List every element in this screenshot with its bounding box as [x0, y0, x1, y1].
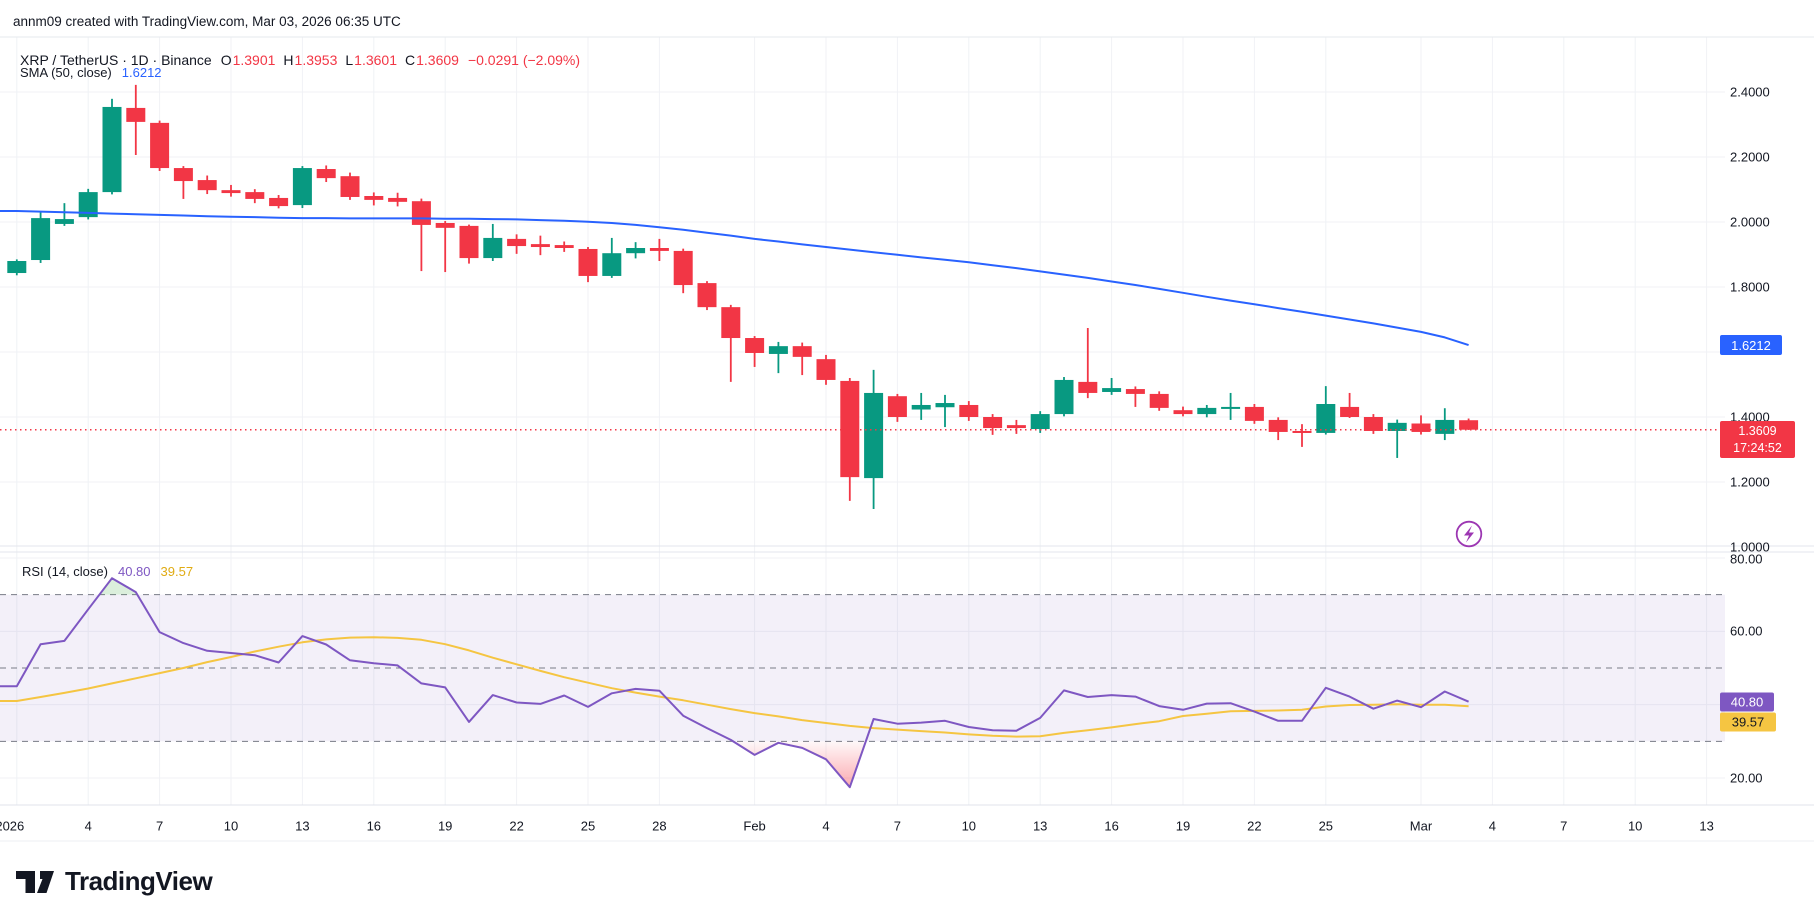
price-axis-label: 2.2000 [1730, 149, 1770, 165]
sma-value: 1.6212 [121, 65, 162, 80]
time-axis-label: 19 [1175, 818, 1191, 834]
time-axis-label: 25 [580, 818, 596, 834]
sma-legend[interactable]: SMA (50, close) 1.6212 [20, 65, 162, 80]
price-axis-label: 1.2000 [1730, 474, 1770, 490]
rsi-ma-value: 39.57 [160, 564, 194, 579]
symbol-title[interactable]: XRP / TetherUS · 1D · Binance [20, 52, 212, 68]
sma-price-badge: 1.6212 [1720, 335, 1782, 355]
rsi-label: RSI (14, close) [22, 564, 108, 579]
ohlc-values: O 1.3901 H 1.3953 L 1.3601 C 1.3609 [221, 52, 459, 68]
price-axis-label: 2.0000 [1730, 214, 1770, 230]
time-axis-label: 10 [1627, 818, 1643, 834]
time-axis-label: 7 [893, 818, 902, 834]
time-axis-label: 4 [822, 818, 830, 834]
low-label: L [345, 52, 354, 68]
time-axis-label: 2026 [0, 818, 25, 834]
time-axis-label: 10 [961, 818, 977, 834]
high-label: H [283, 52, 294, 68]
rsi-axis-label: 20.00 [1730, 770, 1763, 786]
time-axis-label: Mar [1409, 818, 1433, 834]
rsi-axis-label: 80.00 [1730, 551, 1763, 567]
bar-countdown: 17:24:52 [1733, 440, 1782, 455]
price-axis-label: 1.4000 [1730, 409, 1770, 425]
open-value: 1.3901 [232, 52, 276, 68]
time-axis-label: 7 [155, 818, 164, 834]
price-axis-label: 1.0000 [1730, 539, 1770, 555]
time-axis-label: 13 [1699, 818, 1714, 834]
price-axis-label: 1.8000 [1730, 279, 1770, 295]
tradingview-logo[interactable]: TradingView [16, 866, 213, 897]
time-axis-label: 13 [295, 818, 310, 834]
rsi-legend[interactable]: RSI (14, close) 40.80 39.57 [22, 564, 193, 579]
change-value: −0.0291 (−2.09%) [467, 52, 581, 68]
time-axis-label: 10 [223, 818, 239, 834]
price-axis-label: 2.4000 [1730, 84, 1770, 100]
rsi-axis-label: 60.00 [1730, 623, 1763, 639]
time-axis-label: 19 [437, 818, 453, 834]
rsi-value-badge: 40.80 [1720, 692, 1774, 712]
high-value: 1.3953 [294, 52, 338, 68]
rsi-ma-value-badge: 39.57 [1720, 712, 1776, 732]
tradingview-wordmark: TradingView [65, 866, 213, 896]
low-value: 1.3601 [354, 52, 397, 68]
open-label: O [220, 52, 232, 68]
lightning-icon[interactable] [1455, 520, 1483, 548]
time-axis-label: 4 [1488, 818, 1497, 834]
time-axis-label: 22 [509, 818, 524, 834]
time-axis-label: 4 [84, 818, 92, 834]
last-price-badge: 1.3609 17:24:52 [1720, 421, 1795, 458]
time-axis-label: 22 [1247, 818, 1262, 834]
last-price-value: 1.3609 [1738, 423, 1777, 438]
time-axis-label: 28 [652, 818, 667, 834]
close-value: 1.3609 [416, 52, 459, 68]
tradingview-logo-icon [16, 870, 54, 893]
time-axis-label: Feb [743, 818, 766, 834]
time-axis-label: 16 [1104, 818, 1119, 834]
close-label: C [404, 52, 416, 68]
time-axis-label: 13 [1032, 818, 1048, 834]
time-axis-label: 25 [1318, 818, 1334, 834]
time-axis-label: 16 [366, 818, 382, 834]
sma-label: SMA (50, close) [20, 65, 112, 80]
attribution-text: annm09 created with TradingView.com, Mar… [13, 14, 401, 29]
rsi-value: 40.80 [117, 564, 151, 579]
time-axis-label: 7 [1560, 818, 1568, 834]
